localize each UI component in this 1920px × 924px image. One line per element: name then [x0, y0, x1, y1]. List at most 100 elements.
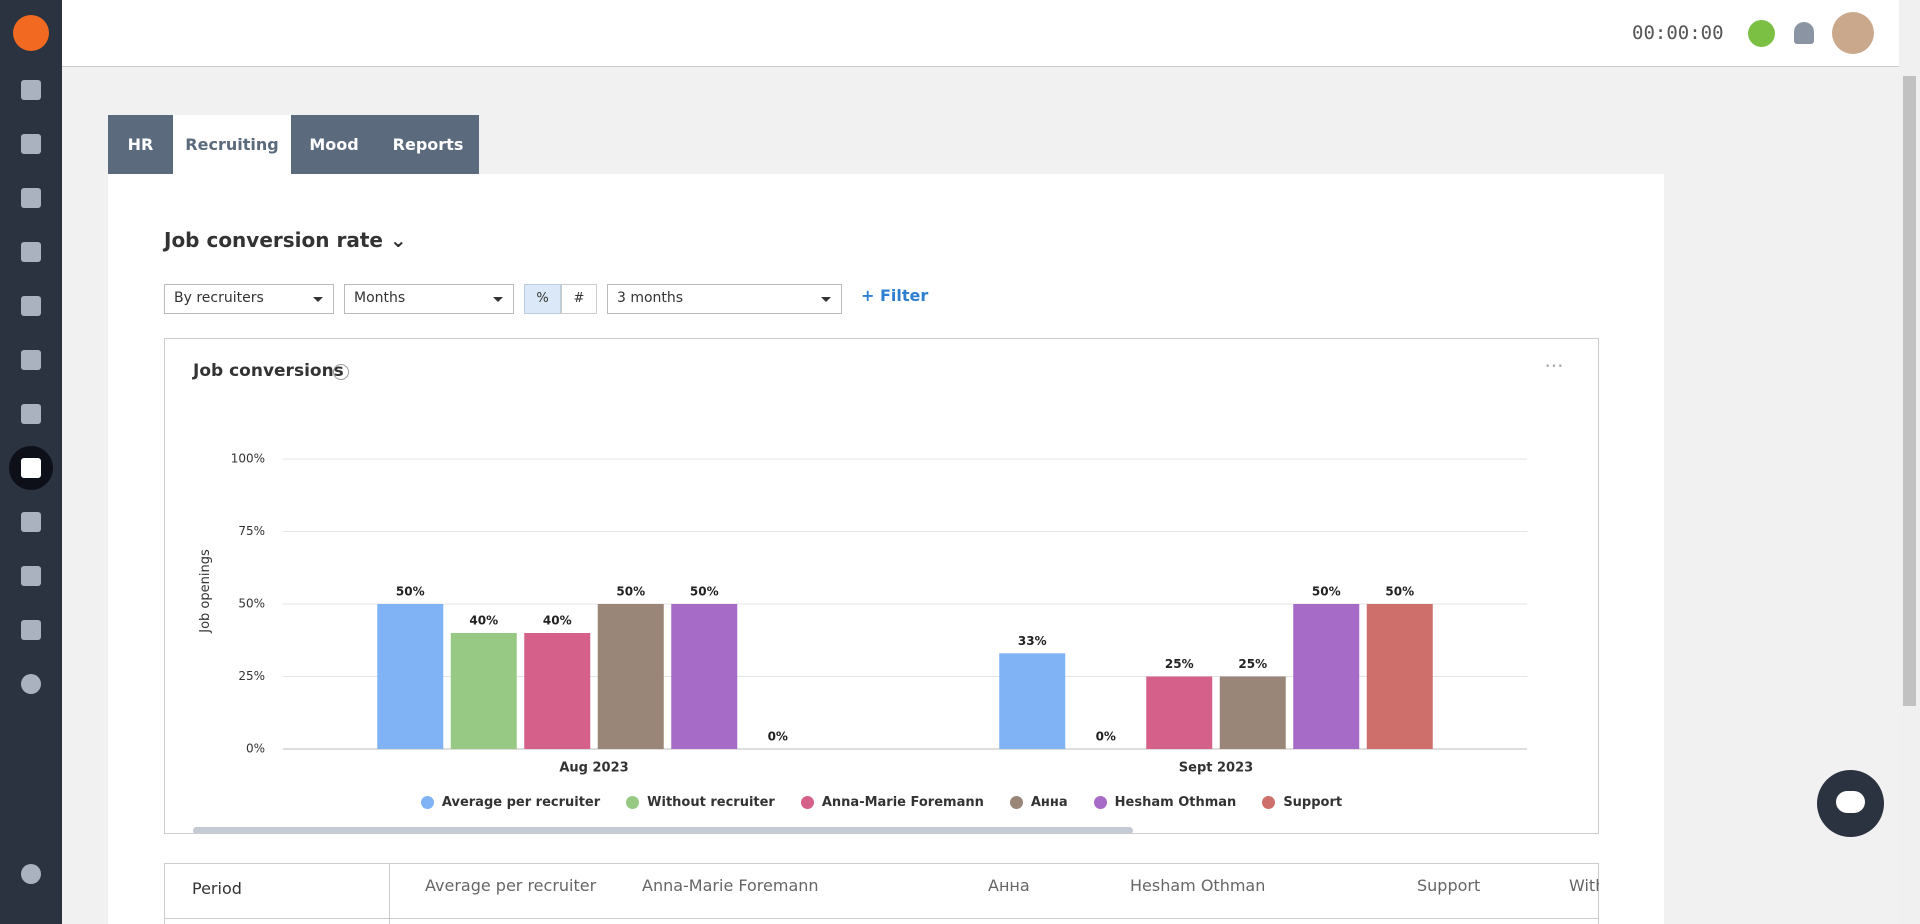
bar: [1219, 676, 1286, 749]
column-header[interactable]: Without recruiter: [1569, 876, 1599, 895]
bar: [1146, 676, 1213, 749]
report-title[interactable]: Job conversion rate ⌄: [164, 228, 407, 252]
nav-icon[interactable]: [21, 242, 41, 262]
nav-icon[interactable]: [21, 350, 41, 370]
legend-item[interactable]: Without recruiter: [626, 795, 775, 810]
nav-icon[interactable]: [21, 296, 41, 316]
select[interactable]: Months: [344, 284, 514, 314]
legend-label: Without recruiter: [647, 795, 775, 810]
legend-label: Hesham Othman: [1114, 795, 1237, 810]
settings-icon[interactable]: [21, 864, 41, 884]
column-header[interactable]: Average per recruiter: [425, 876, 597, 895]
tab-active[interactable]: Recruiting: [173, 115, 291, 174]
legend-label: Anna-Marie Foremann: [821, 795, 984, 810]
bar: [377, 604, 444, 749]
value-label: 50%: [616, 585, 645, 599]
y-tick-label: 75%: [238, 524, 265, 538]
more-menu[interactable]: ···: [1544, 354, 1563, 378]
value-label: 33%: [1018, 634, 1047, 648]
value-label: 25%: [1238, 657, 1267, 671]
legend-item[interactable]: Anna-Marie Foremann: [800, 795, 984, 810]
nav-icon[interactable]: [21, 188, 41, 208]
play-button[interactable]: [1748, 20, 1775, 47]
info-icon[interactable]: [333, 364, 349, 380]
nav-icon[interactable]: [21, 620, 41, 640]
value-label: 40%: [543, 614, 572, 628]
select[interactable]: 3 months: [607, 284, 842, 314]
top-bar: 00:00:00: [62, 0, 1899, 67]
legend-swatch: [1093, 796, 1107, 809]
nav-icon[interactable]: [21, 566, 41, 586]
legend-item[interactable]: Support: [1262, 795, 1342, 810]
y-tick-label: 0%: [246, 742, 265, 756]
notifications[interactable]: [1794, 22, 1814, 44]
nav-icon[interactable]: [21, 134, 41, 154]
column-header[interactable]: Hesham Othman: [1130, 876, 1266, 895]
column-header[interactable]: Support: [1417, 876, 1481, 895]
nav-icon[interactable]: [21, 80, 41, 100]
chart-title: Job conversions: [192, 361, 344, 381]
value-label: 25%: [1165, 657, 1194, 671]
nav-icon[interactable]: [21, 404, 41, 424]
bar: [999, 653, 1066, 749]
y-tick-label: 25%: [238, 669, 265, 683]
chart-scrollbar[interactable]: [193, 827, 1133, 834]
add-filter[interactable]: + Filter: [861, 286, 929, 305]
tab[interactable]: Reports: [377, 115, 479, 174]
y-axis-label: Job openings: [198, 549, 213, 634]
table: [164, 863, 1599, 924]
bar: [671, 604, 738, 749]
legend-swatch: [626, 796, 640, 809]
value-label: 0%: [768, 730, 788, 744]
chart: Job conversions ··· Job openings 0% 25% 50…: [192, 354, 1564, 834]
bar: [450, 633, 517, 749]
value-label: 0%: [1096, 730, 1116, 744]
tab[interactable]: Mood: [291, 115, 377, 174]
scrollbar: [1899, 0, 1920, 924]
table-header: Period Average per recruiter Anna-Marie Fo…: [164, 0, 1599, 924]
nav-icon[interactable]: [21, 512, 41, 532]
add-filter-text: Filter: [879, 286, 929, 305]
y-tick-label: 100%: [231, 452, 265, 466]
value-label: 50%: [1312, 585, 1341, 599]
bar: [1293, 604, 1360, 749]
legend-item[interactable]: Average per recruiter: [420, 795, 601, 810]
bar: [1366, 604, 1433, 749]
legend: Average per recruiter Without recruiter An…: [165, 795, 1598, 810]
avatar[interactable]: [1832, 12, 1874, 54]
value-label: 50%: [1385, 585, 1414, 599]
column-header[interactable]: Анна: [988, 876, 1030, 895]
bar: [524, 633, 591, 749]
value-label: 40%: [469, 614, 498, 628]
y-tick-label: 50%: [238, 597, 265, 611]
select[interactable]: By recruiters: [164, 284, 334, 314]
bar: [597, 604, 664, 749]
report-title-text: Job conversion rate: [164, 228, 383, 252]
legend-label: Average per recruiter: [441, 795, 601, 810]
chat-button[interactable]: [1817, 770, 1884, 837]
sidebar: [0, 0, 62, 924]
legend-label: Анна: [1030, 795, 1068, 810]
value-label: 50%: [396, 585, 425, 599]
legend-label: Support: [1283, 795, 1343, 810]
column-header[interactable]: Anna-Marie Foremann: [642, 876, 819, 895]
mode-toggle[interactable]: %: [524, 284, 561, 314]
legend-swatch: [800, 796, 814, 809]
legend-swatch: [420, 796, 434, 809]
legend-item[interactable]: Hesham Othman: [1093, 795, 1237, 810]
x-tick-label: Aug 2023: [559, 761, 628, 776]
nav-active[interactable]: [9, 446, 53, 490]
timer: 00:00:00: [1632, 22, 1724, 44]
tab[interactable]: HR: [108, 115, 173, 174]
legend-swatch: [1262, 796, 1276, 809]
legend-swatch: [1009, 796, 1023, 809]
legend-item[interactable]: Анна: [1009, 795, 1068, 810]
nav-icon[interactable]: [21, 674, 41, 694]
x-tick-label: Sept 2023: [1179, 761, 1253, 776]
mode-toggle[interactable]: #: [561, 284, 597, 314]
chart-box: Job conversions ··· Job openings 0% 25% 50…: [164, 338, 1599, 834]
value-label: 50%: [690, 585, 719, 599]
logo[interactable]: [13, 15, 49, 51]
column-header[interactable]: Period: [192, 879, 242, 898]
